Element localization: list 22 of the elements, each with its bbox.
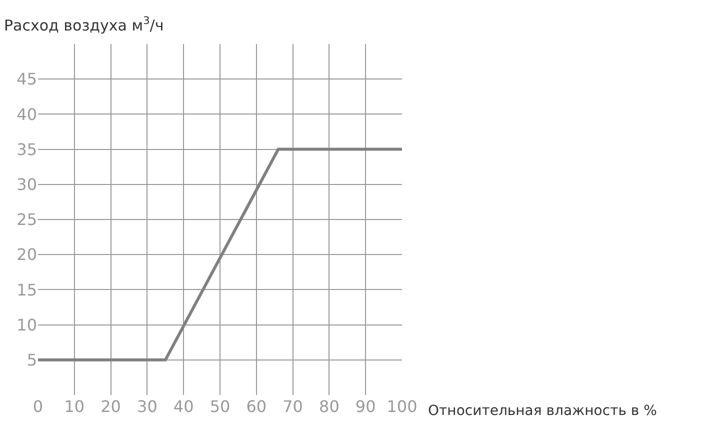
x-tick-label: 20: [100, 397, 121, 416]
x-tick-label: 100: [386, 397, 418, 416]
x-tick-label: 10: [64, 397, 85, 416]
y-tick-label: 30: [16, 175, 37, 194]
x-tick-label: 30: [137, 397, 158, 416]
x-tick-label: 50: [210, 397, 230, 416]
y-tick-label: 40: [16, 104, 37, 124]
y-tick-label: 45: [16, 70, 37, 89]
x-tick-label: 0: [32, 397, 44, 416]
y-tick-label: 20: [16, 245, 37, 264]
x-axis-title: Относительная влажность в %: [428, 403, 657, 419]
x-tick-label: 90: [355, 397, 376, 416]
y-axis-title: Расход воздуха м$^{3}$/ч: [4, 15, 164, 34]
y-tick-label: 25: [16, 210, 37, 230]
x-tick-label: 70: [282, 397, 303, 416]
x-tick-label: 60: [246, 397, 267, 416]
x-tick-label: 80: [319, 397, 340, 416]
x-tick-label: 40: [173, 397, 194, 416]
y-tick-label: 15: [16, 280, 37, 300]
y-tick-label: 5: [26, 350, 37, 370]
y-tick-label: 10: [16, 315, 37, 334]
y-tick-label: 35: [16, 140, 37, 159]
